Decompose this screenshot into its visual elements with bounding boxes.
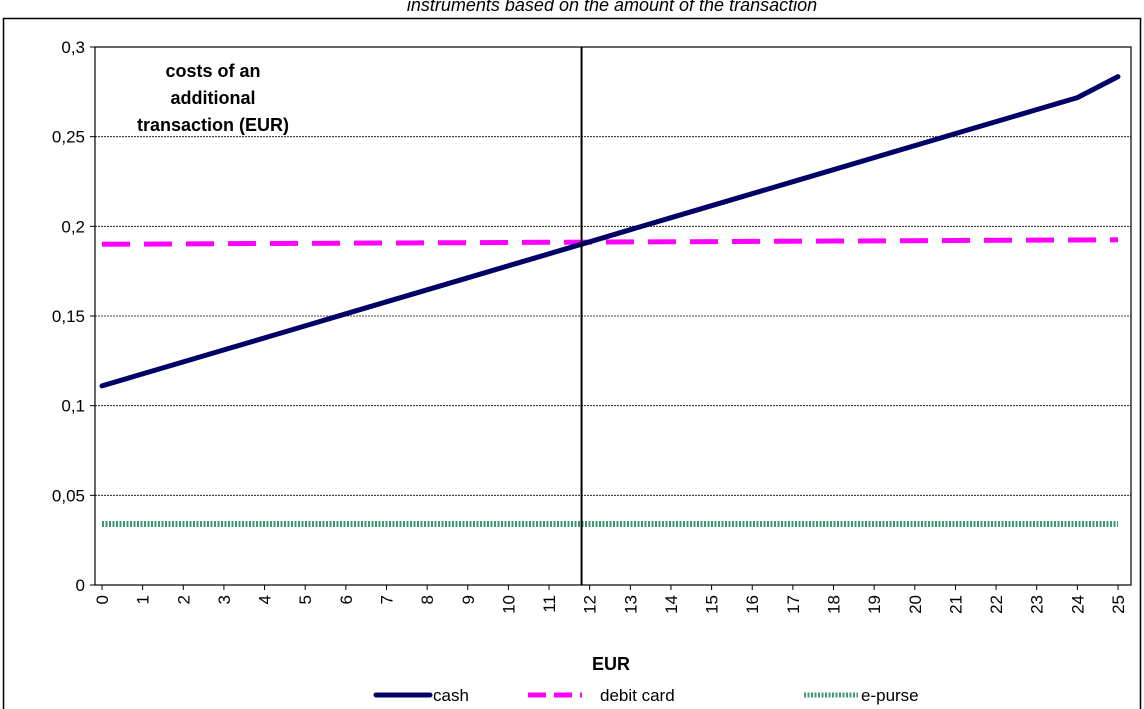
x-tick-label: 21: [946, 595, 965, 614]
x-tick-label: 24: [1068, 595, 1087, 614]
annotation-line-1: costs of an: [165, 61, 260, 81]
x-tick-label: 1: [134, 595, 153, 604]
x-tick-label: 4: [256, 595, 275, 604]
x-tick-label: 22: [987, 595, 1006, 614]
x-tick-label: 9: [459, 595, 478, 604]
y-tick-label: 0,2: [61, 217, 85, 236]
legend: cash debit card e-purse: [373, 686, 919, 705]
x-tick-label: 7: [377, 595, 396, 604]
x-tick-label: 2: [174, 595, 193, 604]
y-axis: 0 0,05 0,1 0,15 0,2 0,25 0,3: [52, 38, 95, 595]
y-tick-label: 0,1: [61, 397, 85, 416]
series-line-debit-card: [101, 237, 1119, 247]
x-tick-label: 12: [581, 595, 600, 614]
x-tick-label: 16: [743, 595, 762, 614]
x-tick-label: 15: [703, 595, 722, 614]
legend-label-debit-card: debit card: [600, 686, 675, 705]
x-tick-label: 25: [1109, 595, 1128, 614]
x-tick-label: 13: [621, 595, 640, 614]
x-tick-label: 17: [784, 595, 803, 614]
x-tick-label: 3: [215, 595, 234, 604]
annotation-line-2: additional: [171, 88, 256, 108]
y-tick-label: 0,05: [52, 486, 85, 505]
series-lines: [99, 74, 1121, 527]
x-tick-label: 20: [906, 595, 925, 614]
x-tick-label: 19: [865, 595, 884, 614]
y-tick-label: 0,15: [52, 307, 85, 326]
x-tick-label: 10: [499, 595, 518, 614]
y-tick-label: 0,3: [61, 38, 85, 57]
legend-label-cash: cash: [433, 686, 469, 705]
y-tick-label: 0: [76, 576, 85, 595]
x-axis: 0 1 2 3 4 5 6 7 8 9 10 11 12 13 14 15 16 17 18 19 20 21 22 23 24…: [93, 585, 1128, 614]
legend-label-e-purse: e-purse: [861, 686, 919, 705]
x-tick-label: 8: [418, 595, 437, 604]
y-tick-label: 0,25: [52, 128, 85, 147]
x-tick-label: 11: [540, 595, 559, 613]
annotation-line-3: transaction (EUR): [137, 115, 289, 135]
gridlines: [95, 136, 1131, 496]
x-tick-label: 0: [93, 595, 112, 604]
x-tick-label: 23: [1028, 595, 1047, 614]
series-line-cash: [99, 74, 1121, 389]
x-tick-label: 6: [337, 595, 356, 604]
chart-title: instruments based on the amount of the t…: [407, 0, 817, 15]
x-tick-label: 14: [662, 595, 681, 614]
x-tick-label: 18: [825, 595, 844, 614]
x-axis-title: EUR: [592, 654, 630, 674]
x-tick-label: 5: [296, 595, 315, 604]
